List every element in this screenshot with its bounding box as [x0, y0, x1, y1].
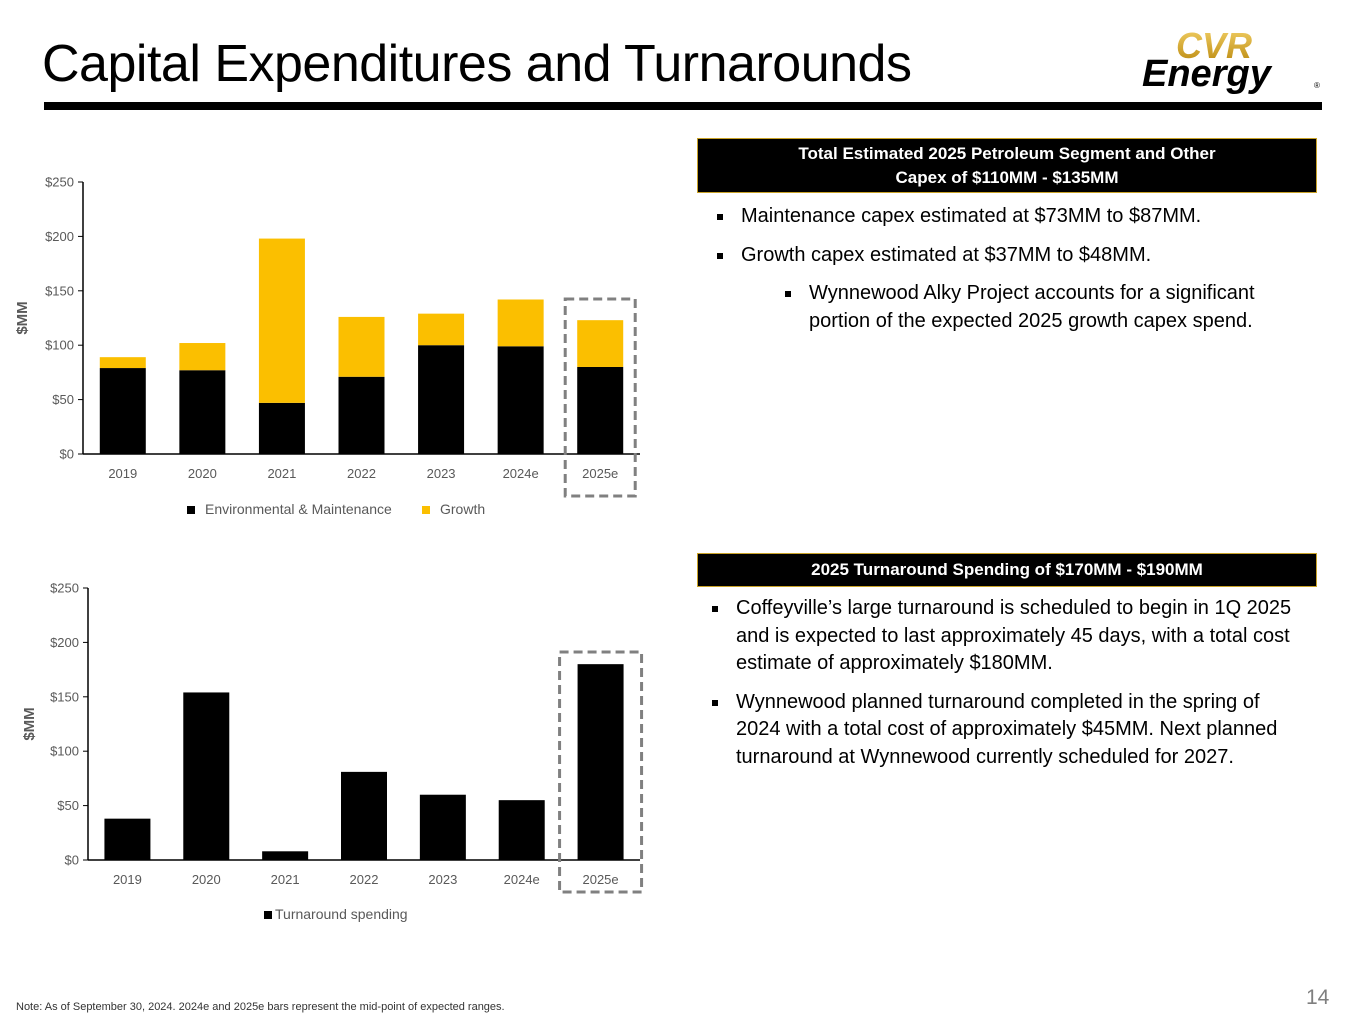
cvr-energy-logo: CVR Energy ® [1142, 25, 1320, 94]
bullet-item: Maintenance capex estimated at $73MM to … [715, 203, 1315, 231]
y-tick-label: $0 [60, 447, 74, 462]
page-number: 14 [1306, 986, 1330, 1009]
y-tick-label: $0 [65, 853, 79, 868]
x-tick-label: 2019 [113, 872, 142, 887]
bullet-item: Coffeyville’s large turnaround is schedu… [710, 595, 1305, 678]
x-tick-label: 2024e [504, 872, 540, 887]
bar-secondary [338, 316, 385, 377]
bar-primary [258, 402, 305, 454]
bar-primary [99, 368, 146, 454]
bar-secondary [258, 238, 305, 403]
x-tick-label: 2021 [271, 872, 300, 887]
turnaround-header: 2025 Turnaround Spending of $170MM - $19… [697, 553, 1317, 587]
bullet-item: Wynnewood planned turnaround completed i… [710, 689, 1305, 772]
turnaround-bullets: Coffeyville’s large turnaround is schedu… [710, 595, 1305, 782]
x-tick-label: 2025e [582, 872, 618, 887]
bar-primary [338, 376, 385, 454]
x-tick-label: 2020 [192, 872, 221, 887]
legend-swatch [264, 911, 272, 919]
y-tick-label: $50 [57, 798, 79, 813]
turnaround-chart: $0 $50 $100 $150 $200 $250 2019 2020 2021 2022 202… [0, 570, 660, 940]
y-tick-label: $150 [45, 283, 74, 298]
legend-label: Environmental & Maintenance [205, 501, 392, 517]
capex-header: Total Estimated 2025 Petroleum Segment a… [697, 138, 1317, 193]
turnaround-header-text: 2025 Turnaround Spending of $170MM - $19… [811, 560, 1203, 579]
highlight-box [563, 297, 637, 498]
y-tick-label: $50 [52, 392, 74, 407]
legend-label: Growth [440, 501, 485, 517]
capex-chart: $0 $50 $100 $150 $200 $250 2019 2020 2021 2022 202… [0, 160, 660, 530]
bar-primary [577, 664, 624, 860]
legend-swatch [422, 506, 430, 514]
highlight-box [558, 650, 644, 894]
x-tick-label: 2021 [267, 466, 296, 481]
y-axis-label: $MM [14, 301, 31, 334]
bar-primary [577, 366, 624, 454]
capex-chart-svg: $0 $50 $100 $150 $200 $250 2019 2020 2021 2022 202… [14, 175, 640, 517]
x-tick-label: 2022 [350, 872, 379, 887]
y-tick-label: $200 [50, 635, 79, 650]
bar-primary [262, 851, 309, 860]
bar-secondary [99, 357, 146, 369]
y-tick-label: $250 [50, 581, 79, 596]
x-tick-label: 2024e [503, 466, 539, 481]
title-divider [44, 102, 1322, 110]
y-tick-label: $150 [50, 689, 79, 704]
bullet-item: Growth capex estimated at $37MM to $48MM… [715, 242, 1315, 270]
bar-secondary [497, 299, 544, 347]
footnote: Note: As of September 30, 2024. 2024e an… [16, 1001, 505, 1013]
sub-bullet-item: Wynnewood Alky Project accounts for a si… [783, 280, 1315, 335]
legend-swatch [187, 506, 195, 514]
y-tick-label: $100 [50, 744, 79, 759]
page-title: Capital Expenditures and Turnarounds [42, 35, 912, 93]
y-tick-label: $200 [45, 229, 74, 244]
bar-primary [179, 370, 226, 454]
x-tick-label: 2023 [427, 466, 456, 481]
x-tick-label: 2025e [582, 466, 618, 481]
bar-primary [497, 346, 544, 454]
bar-primary [183, 692, 230, 860]
x-tick-label: 2019 [108, 466, 137, 481]
logo-energy-text: Energy [1142, 53, 1273, 94]
x-tick-label: 2023 [428, 872, 457, 887]
y-tick-label: $100 [45, 338, 74, 353]
legend-label: Turnaround spending [275, 906, 408, 922]
bar-primary [341, 771, 387, 860]
x-tick-label: 2020 [188, 466, 217, 481]
logo-cvr-text: CVR [1176, 25, 1252, 66]
bar-primary [419, 794, 466, 860]
bar-secondary [179, 343, 226, 371]
bar-secondary [577, 320, 624, 367]
y-tick-label: $250 [45, 175, 74, 190]
capex-header-line1: Total Estimated 2025 Petroleum Segment a… [798, 144, 1216, 163]
turnaround-chart-svg: $0 $50 $100 $150 $200 $250 2019 2020 2021 2022 202… [21, 581, 644, 922]
capex-bullets: Maintenance capex estimated at $73MM to … [715, 203, 1315, 346]
x-tick-label: 2022 [347, 466, 376, 481]
bar-secondary [418, 313, 465, 346]
y-axis-label: $MM [21, 707, 38, 740]
bar-primary [104, 818, 151, 860]
logo-registered-mark: ® [1314, 81, 1320, 90]
capex-header-line2: Capex of $110MM - $135MM [895, 168, 1119, 187]
bar-primary [498, 800, 545, 860]
bar-primary [418, 345, 465, 454]
